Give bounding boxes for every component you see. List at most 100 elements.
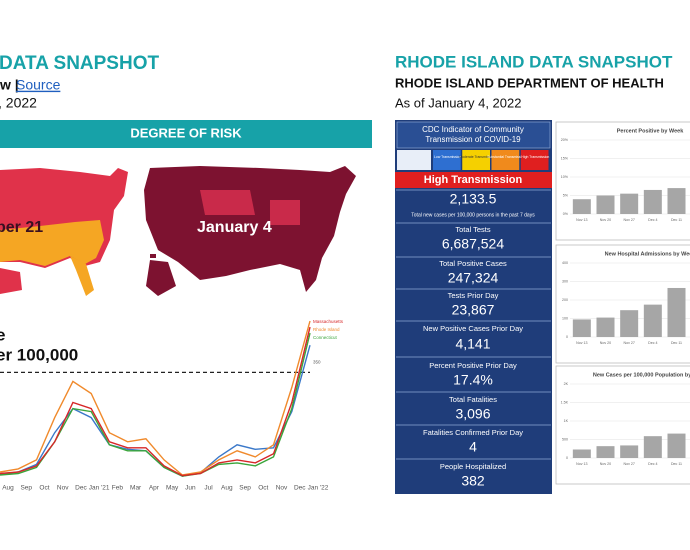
y-tick-label: 0% xyxy=(563,212,569,216)
source-link[interactable]: Source xyxy=(16,77,61,93)
stat-value: 4 xyxy=(469,439,477,455)
x-tick-label: Oct xyxy=(258,485,268,492)
cdc-level-cell xyxy=(491,150,520,170)
x-tick-label: Dec 11 xyxy=(671,341,682,345)
cdc-level-name: Moderate Transmission xyxy=(459,155,494,159)
x-tick-label: Nov 20 xyxy=(600,462,611,466)
y-tick-label: 400 xyxy=(562,261,568,265)
bar xyxy=(643,436,662,458)
x-tick-label: May xyxy=(166,485,179,492)
x-tick-label: Mar xyxy=(130,485,142,492)
y-tick-label: 0 xyxy=(566,335,568,339)
bar xyxy=(596,446,615,458)
x-tick-label: Aug xyxy=(2,485,14,492)
x-tick-label: Nov 20 xyxy=(600,341,611,345)
stat-label: Tests Prior Day xyxy=(448,291,499,300)
x-tick-label: Nov 13 xyxy=(576,462,587,466)
y-tick-label: 200 xyxy=(562,298,568,302)
x-tick-label: Sep xyxy=(239,485,251,492)
right-title: RHODE ISLAND DATA SNAPSHOT xyxy=(395,52,673,71)
x-tick-label: Jun xyxy=(185,485,196,492)
cdc-header: Transmission of COVID-19 xyxy=(425,135,521,144)
x-tick-label: Feb xyxy=(112,485,124,492)
stat-label: People Hospitalized xyxy=(440,462,506,471)
bar xyxy=(620,310,639,337)
y-tick-label: 300 xyxy=(562,279,568,283)
x-tick-label: Nov xyxy=(57,485,69,492)
stat-label: New Positive Cases Prior Day xyxy=(423,324,523,333)
stat-value: 4,141 xyxy=(455,336,490,352)
cdc-legend-key xyxy=(397,150,431,170)
bar xyxy=(572,199,591,214)
legend-entry: Connecticut xyxy=(313,335,338,340)
legend-entry: Massachusetts xyxy=(313,319,344,324)
left-subtitle: w | xyxy=(0,77,19,93)
stat-value: 17.4% xyxy=(453,372,493,388)
x-tick-label: Nov 27 xyxy=(623,462,634,466)
bar xyxy=(667,433,686,458)
x-tick-label: Jul xyxy=(204,485,213,492)
stat-label: Fatalities Confirmed Prior Day xyxy=(423,428,523,437)
stat-label: Total Fatalities xyxy=(449,395,497,404)
x-tick-label: Dec xyxy=(75,485,87,492)
bar xyxy=(620,193,639,214)
current-level: High Transmission xyxy=(424,174,523,186)
map-january xyxy=(144,166,356,296)
bar xyxy=(596,317,615,337)
map-label: ber 21 xyxy=(0,219,43,236)
bar xyxy=(667,188,686,214)
x-tick-label: Sep xyxy=(20,485,32,492)
x-tick-label: Nov 13 xyxy=(576,218,587,222)
stat-label: Total Positive Cases xyxy=(439,259,507,268)
map-december xyxy=(0,168,128,296)
y-tick-label: 350 xyxy=(313,360,321,365)
stat-label: Percent Positive Prior Day xyxy=(429,361,517,370)
chart-title: Percent Positive by Week xyxy=(617,128,684,134)
y-tick-label: 1K xyxy=(564,419,569,423)
stat-value: 247,324 xyxy=(448,270,499,286)
bar xyxy=(596,195,615,214)
current-level-bar xyxy=(395,172,552,188)
risk-header: DEGREE OF RISK xyxy=(130,125,242,140)
x-tick-label: Dec 4 xyxy=(648,218,657,222)
cdc-level-name: High Transmission xyxy=(521,155,549,159)
map-label: January 4 xyxy=(197,219,272,236)
cdc-level-cell xyxy=(433,150,461,170)
x-tick-label: Nov 27 xyxy=(623,341,634,345)
chart-frame xyxy=(555,121,690,241)
stats: Total new cases per 100,000 persons in t… xyxy=(396,189,551,489)
line-chart-title: e xyxy=(0,325,5,344)
cdc-level-name: Substantial Transmission xyxy=(487,155,525,159)
stat-value: 23,867 xyxy=(452,302,495,318)
bar xyxy=(572,319,591,337)
cdc-level-cell xyxy=(462,150,490,170)
y-tick-label: 15% xyxy=(561,156,569,160)
y-tick-label: 5% xyxy=(563,193,569,197)
right-date: As of January 4, 2022 xyxy=(395,95,521,110)
chart-frame xyxy=(555,365,690,485)
x-tick-label: Jan '22 xyxy=(308,485,329,492)
y-tick-label: 10% xyxy=(561,175,569,179)
chart-title: New Cases per 100,000 Population by Week xyxy=(593,372,690,378)
bar xyxy=(643,304,662,337)
series-line xyxy=(0,320,311,476)
stat-value: 382 xyxy=(461,473,485,489)
x-tick-label: Dec 4 xyxy=(648,341,657,345)
risk-header-bar xyxy=(0,120,372,148)
x-tick-label: Dec 4 xyxy=(648,462,657,466)
bar xyxy=(643,189,662,214)
x-tick-label: Dec 11 xyxy=(671,462,682,466)
y-tick-label: 2K xyxy=(564,382,569,386)
y-tick-label: 100 xyxy=(562,316,568,320)
legend-entry: Rhode Island xyxy=(313,327,340,332)
x-tick-label: Jan '21 xyxy=(89,485,110,492)
stat-label: Total new cases per 100,000 persons in t… xyxy=(411,212,535,218)
stat-value: 3,096 xyxy=(455,406,490,422)
x-tick-label: Nov 20 xyxy=(600,218,611,222)
cdc-level-cell xyxy=(520,150,549,170)
chart-title: New Hospital Admissions by Week xyxy=(605,251,690,257)
cdc-header-box xyxy=(396,121,551,149)
y-tick-label: 500 xyxy=(562,437,568,441)
x-tick-label: Dec 11 xyxy=(671,218,682,222)
